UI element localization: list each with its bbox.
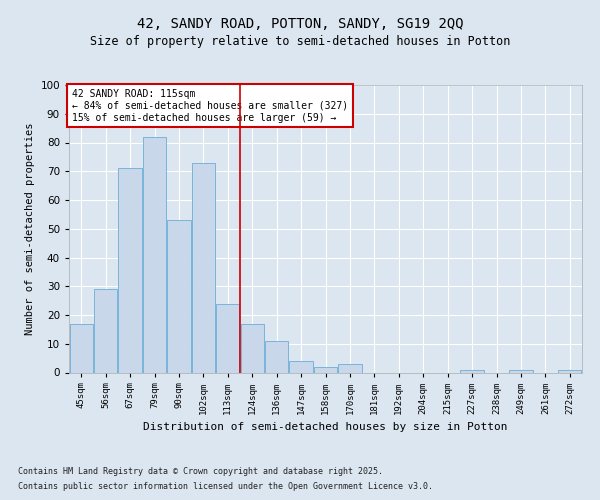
Text: Size of property relative to semi-detached houses in Potton: Size of property relative to semi-detach…	[90, 35, 510, 48]
Bar	[143, 136, 166, 372]
Bar	[338, 364, 362, 372]
Y-axis label: Number of semi-detached properties: Number of semi-detached properties	[25, 122, 35, 335]
Bar	[241, 324, 264, 372]
Text: Contains public sector information licensed under the Open Government Licence v3: Contains public sector information licen…	[18, 482, 433, 491]
Bar	[192, 162, 215, 372]
Bar	[94, 289, 117, 372]
Bar	[558, 370, 581, 372]
Bar	[265, 341, 288, 372]
Bar	[289, 361, 313, 372]
Bar	[216, 304, 239, 372]
Bar	[167, 220, 191, 372]
Text: 42, SANDY ROAD, POTTON, SANDY, SG19 2QQ: 42, SANDY ROAD, POTTON, SANDY, SG19 2QQ	[137, 18, 463, 32]
Bar	[509, 370, 533, 372]
Bar	[118, 168, 142, 372]
Bar	[460, 370, 484, 372]
Text: Contains HM Land Registry data © Crown copyright and database right 2025.: Contains HM Land Registry data © Crown c…	[18, 467, 383, 476]
X-axis label: Distribution of semi-detached houses by size in Potton: Distribution of semi-detached houses by …	[143, 422, 508, 432]
Bar	[70, 324, 93, 372]
Bar	[314, 367, 337, 372]
Text: 42 SANDY ROAD: 115sqm
← 84% of semi-detached houses are smaller (327)
15% of sem: 42 SANDY ROAD: 115sqm ← 84% of semi-deta…	[71, 90, 347, 122]
